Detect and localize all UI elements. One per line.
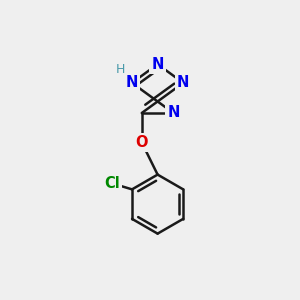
Text: N: N bbox=[126, 75, 138, 90]
Text: H: H bbox=[116, 63, 125, 76]
Text: N: N bbox=[177, 75, 189, 90]
Text: N: N bbox=[152, 57, 164, 72]
Text: O: O bbox=[136, 135, 148, 150]
Text: N: N bbox=[167, 106, 180, 121]
Text: Cl: Cl bbox=[104, 176, 120, 191]
